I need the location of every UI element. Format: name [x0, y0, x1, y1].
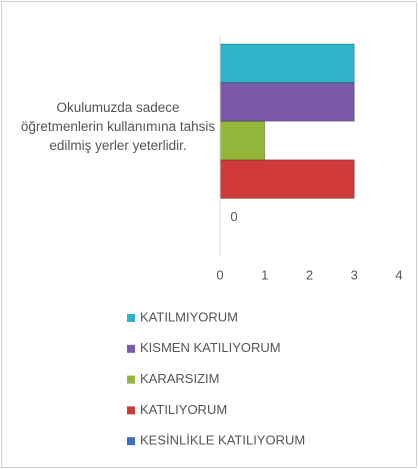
category-label: Okulumuzda sadece öğretmenlerin kullanım… — [20, 100, 216, 153]
legend-swatch — [127, 375, 135, 384]
x-tick-label: 3 — [351, 267, 358, 282]
x-tick-label: 4 — [395, 267, 402, 282]
x-tick-label: 0 — [216, 267, 223, 282]
legend-label: KATILMIYORUM — [140, 309, 238, 324]
legend-swatch — [127, 406, 135, 415]
x-tick-label: 1 — [261, 267, 268, 282]
data-label: 0 — [230, 209, 237, 224]
legend-label: KESİNLİKLE KATILIYORUM — [140, 433, 305, 448]
bar — [219, 43, 355, 84]
bar — [219, 120, 266, 161]
legend-swatch — [127, 344, 135, 353]
legend-label: KISMEN KATILIYORUM — [140, 340, 281, 355]
bar — [219, 159, 355, 199]
bar — [219, 82, 355, 122]
x-tick-label: 2 — [306, 267, 313, 282]
legend-swatch — [127, 437, 135, 446]
legend-swatch — [127, 314, 135, 322]
legend-label: KATILIYORUM — [140, 402, 227, 417]
legend-label: KARARSIZIM — [140, 371, 219, 386]
